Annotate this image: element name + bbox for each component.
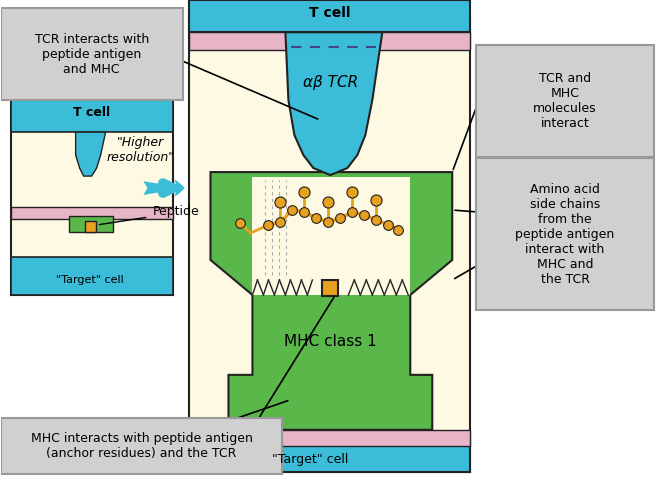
FancyBboxPatch shape: [476, 45, 654, 157]
Text: T cell: T cell: [73, 106, 110, 119]
Polygon shape: [188, 442, 470, 472]
Text: "Target" cell: "Target" cell: [56, 275, 123, 285]
Text: TCR interacts with
peptide antigen
and MHC: TCR interacts with peptide antigen and M…: [35, 33, 149, 76]
Polygon shape: [211, 172, 452, 430]
Text: αβ TCR: αβ TCR: [302, 74, 358, 90]
FancyBboxPatch shape: [10, 257, 173, 295]
Text: MHC interacts with peptide antigen
(anchor residues) and the TCR: MHC interacts with peptide antigen (anch…: [31, 432, 253, 460]
FancyBboxPatch shape: [1, 418, 283, 474]
Polygon shape: [285, 32, 382, 175]
Polygon shape: [188, 0, 470, 32]
FancyBboxPatch shape: [188, 32, 470, 50]
FancyBboxPatch shape: [476, 158, 654, 310]
FancyBboxPatch shape: [188, 430, 470, 446]
FancyBboxPatch shape: [1, 8, 182, 100]
Polygon shape: [75, 132, 106, 176]
Polygon shape: [253, 177, 410, 295]
FancyBboxPatch shape: [10, 207, 173, 219]
Text: T cell: T cell: [308, 6, 350, 20]
FancyBboxPatch shape: [322, 280, 338, 296]
FancyArrowPatch shape: [161, 183, 173, 193]
Text: Amino acid
side chains
from the
peptide antigen
interact with
MHC and
the TCR: Amino acid side chains from the peptide …: [516, 182, 615, 286]
Text: TCR and
MHC
molecules
interact: TCR and MHC molecules interact: [533, 72, 597, 130]
FancyBboxPatch shape: [10, 100, 173, 132]
Text: MHC class 1: MHC class 1: [284, 334, 377, 349]
Text: "Higher
resolution": "Higher resolution": [106, 136, 174, 164]
Text: "Target" cell: "Target" cell: [272, 453, 348, 466]
Text: Peptide: Peptide: [153, 204, 199, 218]
FancyBboxPatch shape: [85, 220, 96, 231]
FancyBboxPatch shape: [188, 18, 470, 472]
FancyBboxPatch shape: [69, 216, 113, 232]
FancyBboxPatch shape: [10, 100, 173, 295]
